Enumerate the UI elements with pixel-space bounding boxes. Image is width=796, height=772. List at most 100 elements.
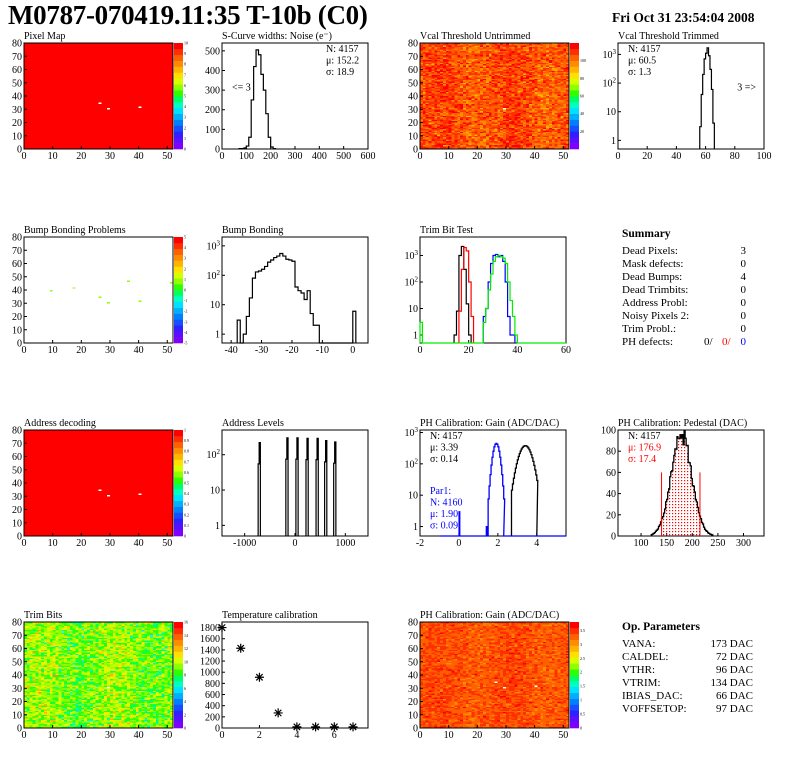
chart-title: PH Calibration: Pedestal (DAC) <box>618 418 747 429</box>
x-tick-label: 40 <box>530 730 540 741</box>
y-tick-label: 0 <box>17 145 22 156</box>
y-tick-label: 10 <box>408 304 418 315</box>
y-tick-label: 10 <box>210 486 220 497</box>
op-parameter-label: VOFFSETOP: <box>622 703 687 715</box>
chart-vcal-trimmed: Vcal Threshold Trimmed 0 20 40 60 80 100 1 10 102… <box>603 31 772 162</box>
heatmap-cells <box>420 622 569 728</box>
x-tick-label: 30 <box>105 538 115 549</box>
x-tick-label: 40 <box>671 151 681 162</box>
colorbar-segment <box>174 651 183 658</box>
summary-label: Mask defects: <box>622 258 684 270</box>
x-tick-label: 0 <box>418 345 423 356</box>
address-level-peak <box>295 437 299 536</box>
stats-line: N: 4157 <box>628 431 661 442</box>
colorbar-segment <box>174 260 183 267</box>
op-parameter-row: VOFFSETOP: 97 DAC <box>622 703 753 716</box>
colorbar-segment <box>174 657 183 664</box>
colorbar-tick-label: -2 <box>184 309 187 314</box>
colorbar-segment <box>174 488 183 496</box>
chart-s-curve-noise: S-Curve widths: Noise (e⁻) 0 100 200 300 400 5… <box>205 31 376 162</box>
summary-value: 0 <box>740 310 747 322</box>
x-tick-label: 20 <box>472 730 482 741</box>
y-tick-label: 50 <box>12 657 22 668</box>
y-tick-label: 10 <box>408 491 418 502</box>
colorbar-tick-label: 20 <box>580 129 584 134</box>
x-tick-label: 200 <box>685 538 700 549</box>
colorbar-tick-label: 0.5 <box>184 481 189 486</box>
chart-temperature-calibration: Temperature calibration 0 2 4 6 0200400600800… <box>200 610 369 741</box>
x-tick-label: 40 <box>134 538 144 549</box>
colorbar-segment <box>174 645 183 652</box>
colorbar-segment <box>174 66 183 73</box>
y-tick-label: 10 <box>12 131 22 142</box>
y-tick-label: 102 <box>207 448 221 461</box>
colorbar-segment <box>174 430 183 437</box>
y-tick-label: 60 <box>606 468 616 479</box>
chart-title: Vcal Threshold Trimmed <box>618 31 719 42</box>
summary-row: Dead Pixels: 3 <box>622 245 746 258</box>
y-tick-label: 0 <box>611 532 616 543</box>
colorbar-segment <box>174 301 183 308</box>
y-tick-label: 60 <box>408 644 418 655</box>
x-tick-label: 20 <box>472 151 482 162</box>
y-tick-label: 30 <box>12 105 22 116</box>
x-tick-label: 4 <box>294 730 299 741</box>
colorbar-segment <box>174 506 183 513</box>
summary-label: Dead Trimbits: <box>622 284 689 296</box>
x-tick-label: -40 <box>224 345 237 356</box>
y-tick-label: 60 <box>12 644 22 655</box>
stats-line: N: 4157 <box>326 44 359 55</box>
summary-label: PH defects: <box>622 336 674 348</box>
y-tick-label: 10 <box>408 131 418 142</box>
op-parameter-row: VTRIM: 134 DAC <box>622 677 753 690</box>
x-tick-label: 0 <box>293 538 298 549</box>
chart-bump-bonding: Bump Bonding -40 -30 -20 -10 0 1 10 102 103 <box>207 225 369 356</box>
summary-value: 0 <box>740 284 747 296</box>
y-tick-label: 0 <box>413 145 418 156</box>
x-tick-label: 100 <box>239 151 254 162</box>
x-tick-label: 0 <box>418 730 423 741</box>
chart-title: PH Calibration: Gain (ADC/DAC) <box>420 610 559 621</box>
x-tick-label: 50 <box>162 730 172 741</box>
x-tick-label: 30 <box>501 151 511 162</box>
summary-row: Dead Bumps: 4 <box>622 271 746 284</box>
colorbar-segment <box>174 337 183 344</box>
colorbar-segment <box>570 60 579 67</box>
y-tick-label: 20 <box>408 697 418 708</box>
stats-line: N: 4160 <box>430 498 463 509</box>
y-tick-label: 60 <box>12 65 22 76</box>
y-tick-label: 60 <box>12 452 22 463</box>
x-tick-label: 20 <box>642 151 652 162</box>
y-tick-label: 30 <box>408 684 418 695</box>
colorbar-segment <box>570 66 579 73</box>
colorbar-segment <box>174 319 183 326</box>
data-point-star <box>311 722 321 732</box>
x-tick-label: 200 <box>263 151 278 162</box>
colorbar-segment <box>174 453 183 460</box>
colorbar-segment <box>174 284 183 291</box>
colorbar-segment <box>174 131 183 138</box>
y-tick-label: 30 <box>12 299 22 310</box>
x-tick-label: 0 <box>616 151 621 162</box>
colorbar-segment <box>570 131 579 138</box>
colorbar-tick-label: 4 <box>184 104 186 109</box>
colorbar-tick-label: 10 <box>184 659 188 664</box>
colorbar-segment <box>174 494 183 501</box>
colorbar-segment <box>174 698 183 705</box>
y-tick-label: 800 <box>205 679 220 690</box>
colorbar-tick-label: -1 <box>184 298 187 303</box>
colorbar-tick-label: 0.9 <box>184 438 189 443</box>
colorbar-segment <box>174 248 183 255</box>
summary-row: Dead Trimbits: 0 <box>622 284 746 297</box>
colorbar-segment <box>174 692 183 699</box>
chart-title: Address Levels <box>222 418 284 429</box>
colorbar-segment <box>570 663 579 670</box>
colorbar-segment <box>174 447 183 454</box>
y-tick-label: 103 <box>603 48 617 61</box>
op-parameter-label: VTHR: <box>622 664 655 676</box>
summary-value: 0 <box>740 258 747 270</box>
colorbar-segment <box>570 622 579 629</box>
y-tick-label: 200 <box>205 712 220 723</box>
